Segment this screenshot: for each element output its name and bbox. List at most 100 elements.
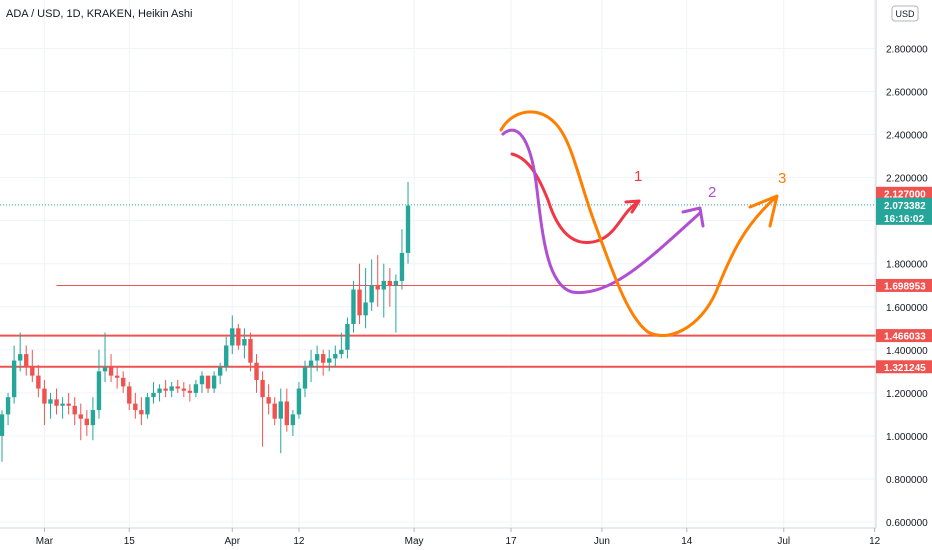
candle-body xyxy=(66,403,71,406)
candle-body xyxy=(48,399,53,404)
time-tick-label: 12 xyxy=(293,536,305,547)
candle-body xyxy=(284,401,290,426)
annotation-2: 2 xyxy=(708,184,716,201)
candle-body xyxy=(248,339,253,363)
candle-body xyxy=(175,386,180,389)
candle-body xyxy=(78,414,83,419)
candle-body xyxy=(139,410,144,415)
time-tick-label: 14 xyxy=(681,536,693,547)
candle-body xyxy=(114,375,120,378)
candle-body xyxy=(393,280,399,286)
price-tick-label: 1.000000 xyxy=(886,432,928,443)
candle-body xyxy=(314,354,320,361)
candle-body xyxy=(217,367,223,376)
candle-body xyxy=(151,392,156,398)
candle-body xyxy=(345,323,350,350)
candle-body xyxy=(96,371,102,411)
candle-body xyxy=(84,418,90,426)
countdown-label: 16:16:02 xyxy=(884,214,924,225)
path-1-red-arrowhead xyxy=(624,199,641,214)
price-tick-label: 2.200000 xyxy=(886,174,928,185)
candle-body xyxy=(133,403,138,411)
price-tick-label: 2.800000 xyxy=(886,44,928,55)
candle-body xyxy=(30,367,35,376)
candle-body xyxy=(272,403,277,419)
candle-body xyxy=(187,390,193,393)
annotations: 1 2 3 xyxy=(634,168,786,201)
price-axis-level-labels: 2.127000 1.698953 1.466033 1.321245 2.073382… xyxy=(876,186,932,374)
time-tick-label: Mar xyxy=(36,536,54,547)
candle-body xyxy=(333,354,338,359)
candle-body xyxy=(90,410,96,426)
candle-body xyxy=(181,388,186,391)
currency-badge[interactable]: USD xyxy=(891,5,919,22)
candle-body xyxy=(387,280,393,286)
price-tick-label: 2.600000 xyxy=(886,87,928,98)
candle-body xyxy=(211,375,217,389)
currency-label: USD xyxy=(895,9,915,19)
candle-body xyxy=(308,360,314,368)
candle-body xyxy=(42,388,47,404)
currency-badge-frame xyxy=(891,5,919,22)
level-label-box xyxy=(876,278,932,292)
time-tick-label: 17 xyxy=(505,536,517,547)
price-tick-label: 0.800000 xyxy=(886,475,928,486)
candle-body xyxy=(163,388,168,391)
price-tick-label: 1.800000 xyxy=(886,260,928,271)
candle-body xyxy=(327,358,332,363)
candle-body xyxy=(193,384,199,393)
candle-body xyxy=(290,414,296,426)
candle-body xyxy=(230,328,235,346)
candle-body xyxy=(260,379,265,398)
price-tick-label: 1.400000 xyxy=(886,346,928,357)
candle-body xyxy=(405,205,411,253)
candles xyxy=(0,181,411,462)
candle-body xyxy=(108,367,114,376)
candle-body xyxy=(199,375,205,385)
candle-body xyxy=(127,386,132,404)
candle-body xyxy=(266,397,271,404)
candle-body xyxy=(54,399,59,406)
price-tick-label: 0.600000 xyxy=(886,518,928,529)
level-label: 1.698953 xyxy=(884,281,926,292)
time-tick-label: May xyxy=(405,536,424,547)
candle-body xyxy=(11,360,17,398)
candle-body xyxy=(224,345,229,368)
level-label-box xyxy=(876,329,932,343)
candle-body xyxy=(278,401,283,419)
chart-title: ADA / USD, 1D, KRAKEN, Heikin Ashi xyxy=(6,8,192,20)
candle-body xyxy=(381,280,386,290)
candle-body xyxy=(157,388,162,393)
candle-body xyxy=(5,397,11,415)
candle-body xyxy=(169,386,174,391)
candle-body xyxy=(254,362,259,380)
candle-body xyxy=(205,375,211,389)
candle-body xyxy=(236,328,241,346)
candle-body xyxy=(24,354,29,368)
hand-drawn-paths xyxy=(499,110,779,338)
level-label: 2.127000 xyxy=(884,189,926,200)
time-tick-label: 12 xyxy=(869,536,881,547)
level-label-box xyxy=(876,186,932,200)
candle-body xyxy=(320,354,326,363)
candle-body xyxy=(351,289,356,324)
time-axis[interactable]: Mar 15 Apr 12 May 17 Jun 14 Jul 12 xyxy=(36,528,881,547)
path-2-purple xyxy=(501,128,702,295)
candle-body xyxy=(363,302,368,316)
path-3-orange-arrowhead xyxy=(748,194,779,228)
candle-body xyxy=(242,339,247,346)
level-label: 1.466033 xyxy=(884,332,926,343)
current-price-label: 2.073382 xyxy=(884,201,926,212)
candle-body xyxy=(145,397,150,415)
price-tick-label: 1.600000 xyxy=(886,303,928,314)
candle-body xyxy=(60,403,65,406)
price-tick-label: 2.400000 xyxy=(886,131,928,142)
current-price-box xyxy=(876,197,932,225)
candle-body xyxy=(102,367,108,372)
candle-body xyxy=(296,388,302,415)
candle-body xyxy=(36,375,41,389)
path-3-orange xyxy=(499,110,777,338)
price-tick-label: 1.200000 xyxy=(886,389,928,400)
